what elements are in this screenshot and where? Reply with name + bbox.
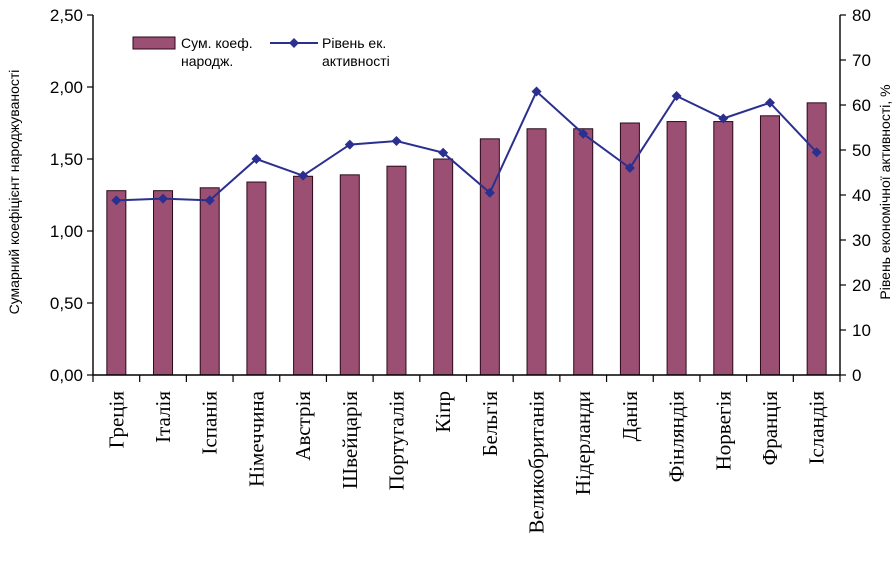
y-left-tick-label: 2,00 <box>50 78 83 97</box>
y-right-axis: 0 10 20 30 40 50 60 70 80 <box>839 6 871 385</box>
bar <box>339 174 360 376</box>
y-left-axis: 0,00 0,50 1,00 1,50 2,00 2,50 <box>50 6 94 385</box>
x-tick-label: Великобританія <box>525 391 549 534</box>
bar <box>759 115 780 376</box>
x-tick-label: Італія <box>151 391 175 443</box>
y-axis-left-label: Сумарний коефіцієнт народжуваності <box>6 70 22 315</box>
x-tick-label: Норвегія <box>711 391 735 471</box>
line-marker <box>671 91 682 101</box>
x-tick-label: Кіпр <box>431 391 455 433</box>
x-tick-label: Іспанія <box>198 391 222 455</box>
line-marker <box>718 113 729 124</box>
x-tick-label: Фінляндія <box>665 391 689 483</box>
x-tick-label: Португалія <box>384 391 408 491</box>
legend-line-label-2: активності <box>322 53 390 69</box>
line-marker <box>344 139 355 150</box>
line-marker <box>764 97 775 108</box>
y-right-tick-label: 60 <box>852 96 871 115</box>
y-right-tick-label: 70 <box>852 51 871 70</box>
x-tick-label: Греція <box>104 391 128 449</box>
x-tick-label: Бельгія <box>478 391 502 457</box>
line-marker <box>811 147 822 158</box>
line-marker <box>251 154 262 164</box>
line-marker <box>204 195 215 206</box>
line-series-path <box>116 89 818 202</box>
x-tick-label: Франція <box>758 391 782 466</box>
bar <box>713 121 734 376</box>
bar <box>433 158 454 376</box>
y-right-tick-label: 50 <box>852 141 871 160</box>
line-marker <box>111 195 122 206</box>
y-left-tick-label: 0,00 <box>50 366 83 385</box>
line-series <box>111 86 822 206</box>
bar-series <box>106 102 827 376</box>
x-tick-label: Ісландія <box>805 391 829 465</box>
legend-line-marker <box>289 38 299 48</box>
line-marker <box>578 128 589 139</box>
y-left-tick-label: 1,00 <box>50 222 83 241</box>
y-right-tick-label: 10 <box>852 321 871 340</box>
y-left-tick-label: 2,50 <box>50 6 83 25</box>
bar <box>526 128 547 376</box>
y-axis-right-label: Рівень економічної активності, % <box>877 84 893 299</box>
bar <box>479 138 500 376</box>
y-left-tick-label: 0,50 <box>50 294 83 313</box>
legend-line-label: Рівень ек. <box>322 35 386 51</box>
bar <box>106 190 127 376</box>
bar <box>386 165 407 376</box>
line-marker <box>531 86 542 97</box>
legend-bar-label-2: народж. <box>181 53 233 69</box>
x-tick-label: Швейцарія <box>338 391 362 489</box>
y-left-tick-label: 1,50 <box>50 150 83 169</box>
bar <box>153 190 174 376</box>
legend-bar-swatch <box>132 36 176 50</box>
line-marker <box>158 193 169 204</box>
bar <box>199 187 220 376</box>
y-right-tick-label: 40 <box>852 186 871 205</box>
bar <box>573 128 594 376</box>
legend: Сум. коеф. народж. Рівень ек. активності <box>132 35 390 69</box>
legend-bar-label: Сум. коеф. <box>181 35 253 51</box>
line-marker <box>438 147 449 158</box>
line-marker <box>298 170 309 181</box>
bar <box>619 122 640 376</box>
bar <box>246 181 267 376</box>
y-right-tick-label: 0 <box>852 366 861 385</box>
x-tick-label: Данія <box>618 391 642 442</box>
x-tick-label: Нідерланди <box>571 391 595 495</box>
x-tick-label: Німеччина <box>244 390 268 487</box>
y-right-tick-label: 30 <box>852 231 871 250</box>
bar <box>806 102 827 376</box>
y-right-tick-label: 80 <box>852 6 871 25</box>
x-axis: Греція Італія Іспанія Німеччина Австрія Швейц… <box>92 374 841 534</box>
y-right-tick-label: 20 <box>852 276 871 295</box>
bar <box>666 121 687 376</box>
line-marker <box>391 136 402 146</box>
x-tick-label: Австрія <box>291 391 315 461</box>
line-marker <box>624 163 635 173</box>
bar <box>293 175 314 376</box>
line-marker <box>484 187 495 198</box>
